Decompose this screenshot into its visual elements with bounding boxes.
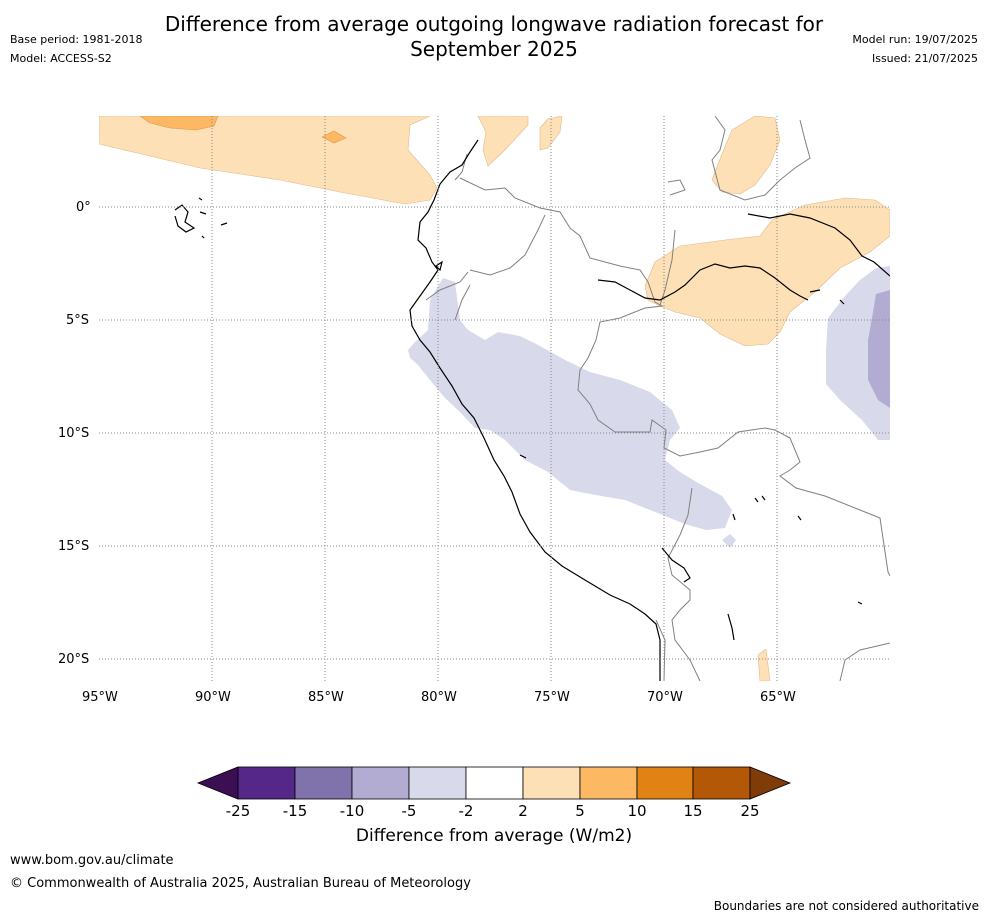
colorbar-label: -5 <box>401 802 417 820</box>
lat-tick-0: 0° <box>76 200 91 215</box>
lon-tick-75w: 75°W <box>534 690 570 705</box>
colorbar-bin <box>408 766 467 800</box>
anomaly-peru-coast <box>408 278 732 530</box>
lon-tick-90w: 90°W <box>195 690 231 705</box>
colorbar-bin <box>351 766 410 800</box>
model-text: Model: ACCESS-S2 <box>10 52 112 65</box>
graticule <box>99 116 890 681</box>
figure-title: Difference from average outgoing longwav… <box>0 12 988 62</box>
colorbar-title: Difference from average (W/m2) <box>355 826 633 846</box>
colorbar-label: -15 <box>282 802 308 820</box>
anomaly-pacific-core <box>139 116 219 131</box>
coastlines <box>174 139 890 681</box>
colorbar-bin <box>465 766 524 800</box>
country-borders <box>425 116 890 681</box>
model-run-text: Model run: 19/07/2025 <box>852 33 978 46</box>
lat-tick-5s: 5°S <box>66 313 90 328</box>
colorbar-label: -2 <box>458 802 474 820</box>
colorbar-label: 2 <box>518 802 528 820</box>
colorbar-bin <box>294 766 353 800</box>
colorbar-label: 10 <box>627 802 647 820</box>
colorbar-label: -25 <box>225 802 251 820</box>
title-line-2: September 2025 <box>410 37 578 61</box>
lon-tick-70w: 70°W <box>647 690 683 705</box>
lat-tick-15s: 15°S <box>58 539 90 554</box>
colorbar-label: 5 <box>575 802 585 820</box>
colorbar-bin <box>237 766 296 800</box>
anomaly-bolivia-strip <box>757 648 771 681</box>
base-period-text: Base period: 1981-2018 <box>10 33 143 46</box>
lat-tick-10s: 10°S <box>58 426 90 441</box>
anomaly-amazon <box>644 197 890 347</box>
colorbar-label: 25 <box>740 802 760 820</box>
anomaly-colombia-coast <box>477 116 529 167</box>
lon-tick-85w: 85°W <box>308 690 344 705</box>
colorbar <box>196 766 792 800</box>
colorbar-bin <box>636 766 694 800</box>
issued-text: Issued: 21/07/2025 <box>871 52 978 65</box>
colorbar-bin <box>579 766 638 800</box>
anomaly-north-pacific <box>99 116 438 205</box>
colorbar-max-extend <box>749 766 792 800</box>
lat-tick-20s: 20°S <box>58 652 90 667</box>
lon-tick-80w: 80°W <box>421 690 457 705</box>
anomaly-caribbean-spot <box>539 116 563 151</box>
colorbar-label: -10 <box>339 802 365 820</box>
anomaly-guyana <box>711 116 781 195</box>
title-line-1: Difference from average outgoing longwav… <box>164 12 824 36</box>
website-link[interactable]: www.bom.gov.au/climate <box>10 853 174 868</box>
colorbar-bin <box>692 766 751 800</box>
colorbar-min-extend <box>196 766 239 800</box>
disclaimer-text: Boundaries are not considered authoritat… <box>713 899 979 913</box>
anomaly-peru-small <box>722 534 736 548</box>
colorbar-bin <box>522 766 581 800</box>
copyright-text: © Commonwealth of Australia 2025, Austra… <box>10 876 471 891</box>
lon-tick-95w: 95°W <box>82 690 118 705</box>
anomaly-pacific-spot <box>321 130 347 144</box>
map-plot-area <box>99 116 890 681</box>
colorbar-label: 15 <box>683 802 703 820</box>
lon-tick-65w: 65°W <box>760 690 796 705</box>
